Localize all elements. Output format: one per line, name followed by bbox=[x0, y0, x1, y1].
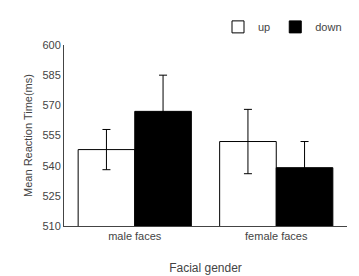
svg-text:female faces: female faces bbox=[245, 230, 308, 242]
svg-text:570: 570 bbox=[42, 99, 60, 111]
svg-text:585: 585 bbox=[42, 69, 60, 81]
svg-text:Mean Reaction Time(ms): Mean Reaction Time(ms) bbox=[22, 74, 34, 197]
svg-text:Facial gender: Facial gender bbox=[169, 261, 242, 275]
svg-text:555: 555 bbox=[42, 129, 60, 141]
svg-text:510: 510 bbox=[42, 220, 60, 232]
svg-text:male faces: male faces bbox=[108, 230, 162, 242]
svg-text:540: 540 bbox=[42, 160, 60, 172]
svg-text:down: down bbox=[315, 21, 341, 33]
svg-text:600: 600 bbox=[42, 39, 60, 51]
svg-text:525: 525 bbox=[42, 190, 60, 202]
svg-text:up: up bbox=[258, 21, 270, 33]
